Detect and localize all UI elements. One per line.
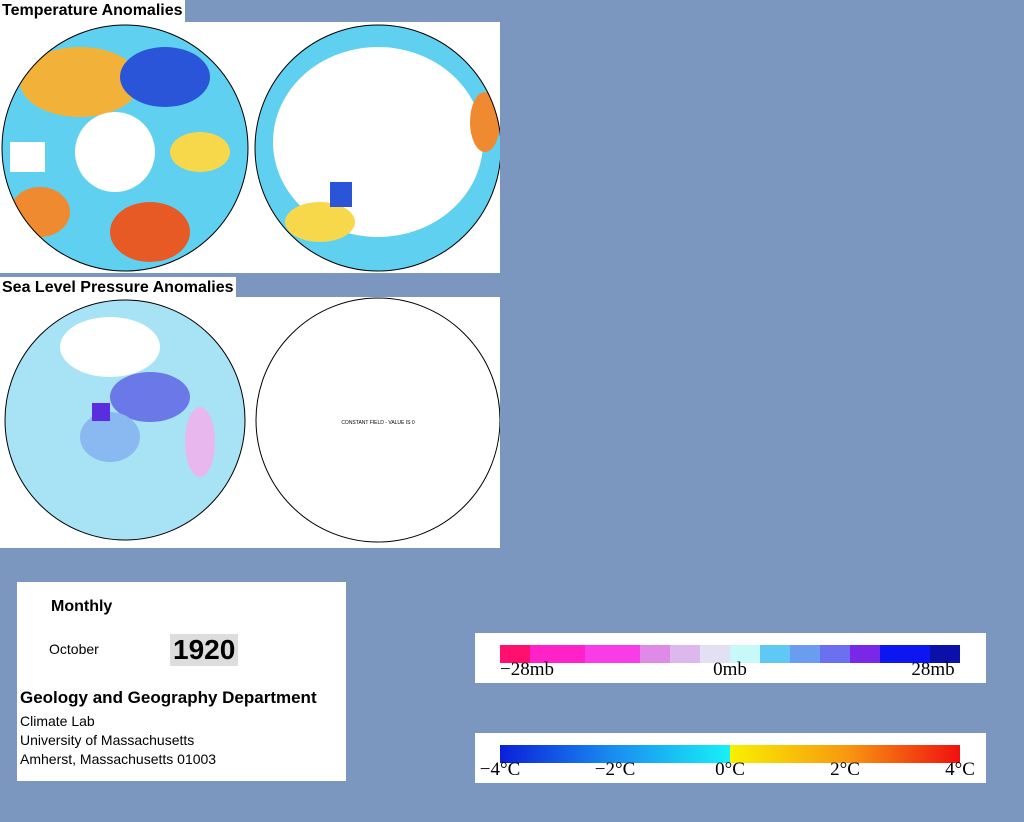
address-line: University of Massachusetts bbox=[20, 732, 195, 748]
map-note: CONSTANT FIELD - VALUE IS 0 bbox=[341, 420, 415, 426]
month: October bbox=[49, 641, 99, 657]
period: Monthly bbox=[51, 598, 113, 615]
section-title: Sea Level Pressure Anomalies bbox=[0, 277, 236, 299]
department: Geology and Geography Department bbox=[20, 688, 317, 707]
map-pair: CONSTANT FIELD - VALUE IS 0 bbox=[4, 297, 501, 543]
map-pair bbox=[1, 24, 502, 272]
pressure-maps: CONSTANT FIELD - VALUE IS 0 bbox=[0, 297, 501, 548]
address: Climate Lab University of Massachusetts … bbox=[20, 712, 216, 769]
info-box: Monthly October 1920 Geology and Geograp… bbox=[17, 582, 346, 781]
section-title: Temperature Anomalies bbox=[0, 0, 185, 22]
legend-label: 0°C bbox=[715, 759, 745, 780]
legend-label: −2°C bbox=[594, 759, 636, 780]
pressure-legend: −28mb 0mb 28mb bbox=[475, 633, 986, 683]
legend-label: 2°C bbox=[830, 759, 860, 780]
legend-label: 4°C bbox=[945, 759, 975, 780]
temperature-legend: −4°C −2°C 0°C 2°C 4°C bbox=[475, 733, 986, 783]
year: 1920 bbox=[170, 634, 239, 666]
temperature-colorbar bbox=[500, 745, 960, 763]
legend-label: 0mb bbox=[713, 659, 747, 680]
address-line: Climate Lab bbox=[20, 713, 95, 729]
legend-label: −4°C bbox=[479, 759, 521, 780]
pressure-colorbar bbox=[500, 645, 960, 663]
temperature-maps bbox=[0, 22, 502, 273]
address-line: Amherst, Massachusetts 01003 bbox=[20, 751, 217, 767]
legend-label: −28mb bbox=[500, 659, 554, 680]
legend-label: 28mb bbox=[911, 659, 955, 680]
